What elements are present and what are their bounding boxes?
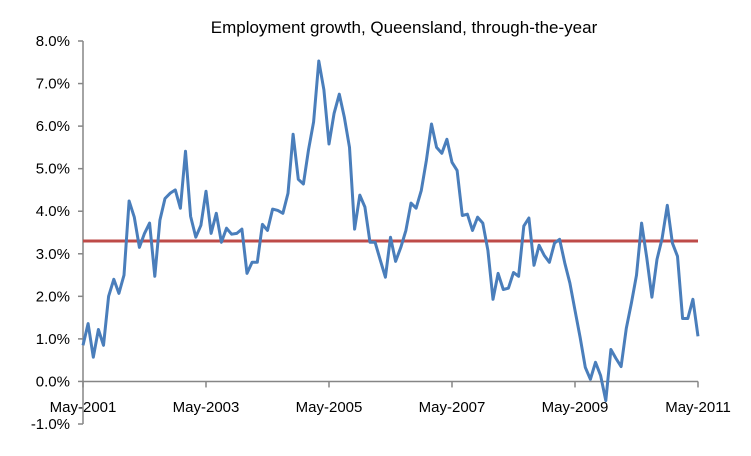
x-tick-label: May-2011 bbox=[665, 399, 731, 416]
x-tick-label: May-2007 bbox=[419, 399, 486, 416]
y-tick-label: 4.0% bbox=[36, 203, 70, 220]
x-tick-label: May-2009 bbox=[542, 399, 609, 416]
y-tick-label: -1.0% bbox=[31, 416, 70, 433]
chart-title: Employment growth, Queensland, through-t… bbox=[211, 18, 598, 37]
x-tick-label: May-2001 bbox=[50, 399, 117, 416]
y-tick-label: 8.0% bbox=[36, 33, 70, 50]
employment-growth-line bbox=[81, 59, 700, 403]
x-axis: May-2001 May-2003 May-2005 May-2007 May-2009… bbox=[50, 380, 731, 416]
series-group bbox=[81, 59, 700, 403]
y-tick-label: 5.0% bbox=[36, 161, 70, 178]
y-axis: -1.0% 0.0% 1.0% 2.0% 3.0% 4.0% 5.0% 6.0% 7.0% 8.0… bbox=[31, 33, 84, 433]
y-tick-label: 3.0% bbox=[36, 246, 70, 263]
x-tick-label: May-2003 bbox=[173, 399, 240, 416]
y-tick-label: 7.0% bbox=[36, 76, 70, 93]
y-tick-label: 0.0% bbox=[36, 373, 70, 390]
x-tick-label: May-2005 bbox=[296, 399, 363, 416]
y-tick-label: 1.0% bbox=[36, 331, 70, 348]
y-tick-label: 6.0% bbox=[36, 118, 70, 135]
y-tick-label: 2.0% bbox=[36, 288, 70, 305]
